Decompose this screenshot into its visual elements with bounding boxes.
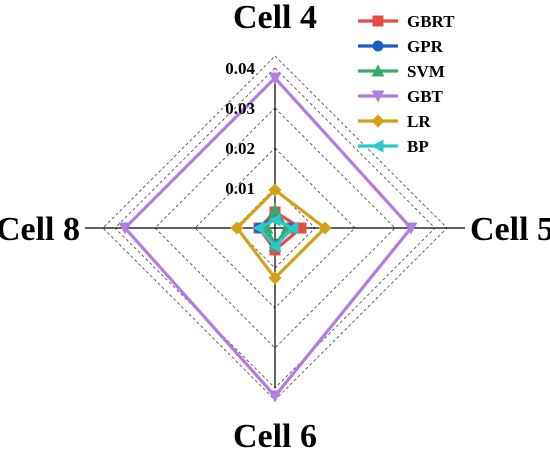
point-bp-1 <box>268 213 281 227</box>
series-line-lr <box>234 187 328 281</box>
point-lr-2 <box>318 221 332 235</box>
point-bp-3 <box>268 239 281 253</box>
tick-label-1: 0.01 <box>225 179 255 198</box>
series-lr <box>230 183 332 285</box>
point-gbt-2 <box>404 222 418 235</box>
series-gbt <box>118 72 418 403</box>
legend-marker-svm <box>371 64 385 77</box>
legend-marker-gpr <box>372 40 384 52</box>
point-lr-1 <box>268 183 282 197</box>
legend-marker-gbrt <box>372 15 384 27</box>
legend-marker-lr <box>371 114 385 128</box>
legend-label-gbrt: GBRT <box>407 12 455 31</box>
point-gbt-4 <box>118 222 132 235</box>
legend-label-lr: LR <box>407 112 431 131</box>
point-gbt-3 <box>268 390 282 403</box>
axis-label-cell-4: Cell 4 <box>233 0 317 36</box>
legend-item-gbt: GBT <box>358 87 444 106</box>
legend-item-lr: LR <box>358 112 431 131</box>
point-gbrt-2 <box>295 222 307 234</box>
legend-item-svm: SVM <box>358 62 445 81</box>
tick-label-2: 0.02 <box>225 139 255 158</box>
legend-marker-bp <box>371 139 384 153</box>
point-bp-2 <box>286 221 299 235</box>
tick-label-3: 0.03 <box>225 99 255 118</box>
legend-label-gbt: GBT <box>407 87 444 106</box>
legend: GBRT GPR SVM GBT LR BP <box>358 12 455 156</box>
legend-label-svm: SVM <box>407 62 445 81</box>
legend-label-bp: BP <box>407 137 429 156</box>
legend-marker-gbt <box>371 90 385 103</box>
legend-item-gbrt: GBRT <box>358 12 455 31</box>
point-svm-1 <box>268 203 282 216</box>
legend-item-bp: BP <box>358 137 429 156</box>
axis-label-cell-6: Cell 6 <box>233 418 317 450</box>
point-lr-3 <box>268 271 282 285</box>
radar-series <box>118 72 418 403</box>
series-bp <box>252 213 299 253</box>
point-lr-4 <box>230 221 244 235</box>
axis-label-cell-8: Cell 8 <box>0 211 80 248</box>
point-bp-4 <box>252 221 265 235</box>
radial-ticks: 0.01 0.02 0.03 0.04 <box>225 59 255 198</box>
tick-label-4: 0.04 <box>225 59 255 78</box>
legend-label-gpr: GPR <box>407 37 444 56</box>
legend-item-gpr: GPR <box>358 37 444 56</box>
point-gbt-1 <box>268 72 282 85</box>
axis-label-cell-5: Cell 5 <box>470 211 550 248</box>
